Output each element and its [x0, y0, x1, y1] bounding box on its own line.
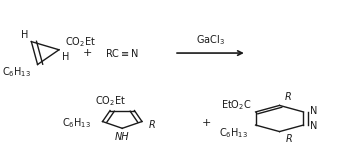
Text: GaCl$_3$: GaCl$_3$ — [196, 33, 225, 47]
Text: RC$\equiv$N: RC$\equiv$N — [105, 47, 139, 59]
Text: NH: NH — [115, 132, 130, 142]
Text: N: N — [310, 106, 318, 116]
Text: R: R — [285, 92, 291, 102]
Text: CO$_2$Et: CO$_2$Et — [95, 94, 126, 108]
Text: R: R — [286, 134, 292, 144]
Text: C$_6$H$_{13}$: C$_6$H$_{13}$ — [62, 116, 91, 130]
Text: CO$_2$Et: CO$_2$Et — [65, 35, 96, 49]
Text: EtO$_2$C: EtO$_2$C — [221, 99, 252, 112]
Text: +: + — [83, 48, 92, 58]
Text: H: H — [21, 30, 29, 40]
Text: C$_6$H$_{13}$: C$_6$H$_{13}$ — [1, 66, 31, 79]
Text: N: N — [310, 121, 318, 131]
Text: R: R — [148, 120, 155, 130]
Text: C$_6$H$_{13}$: C$_6$H$_{13}$ — [219, 126, 248, 140]
Text: +: + — [202, 118, 212, 128]
Text: H: H — [62, 52, 69, 62]
